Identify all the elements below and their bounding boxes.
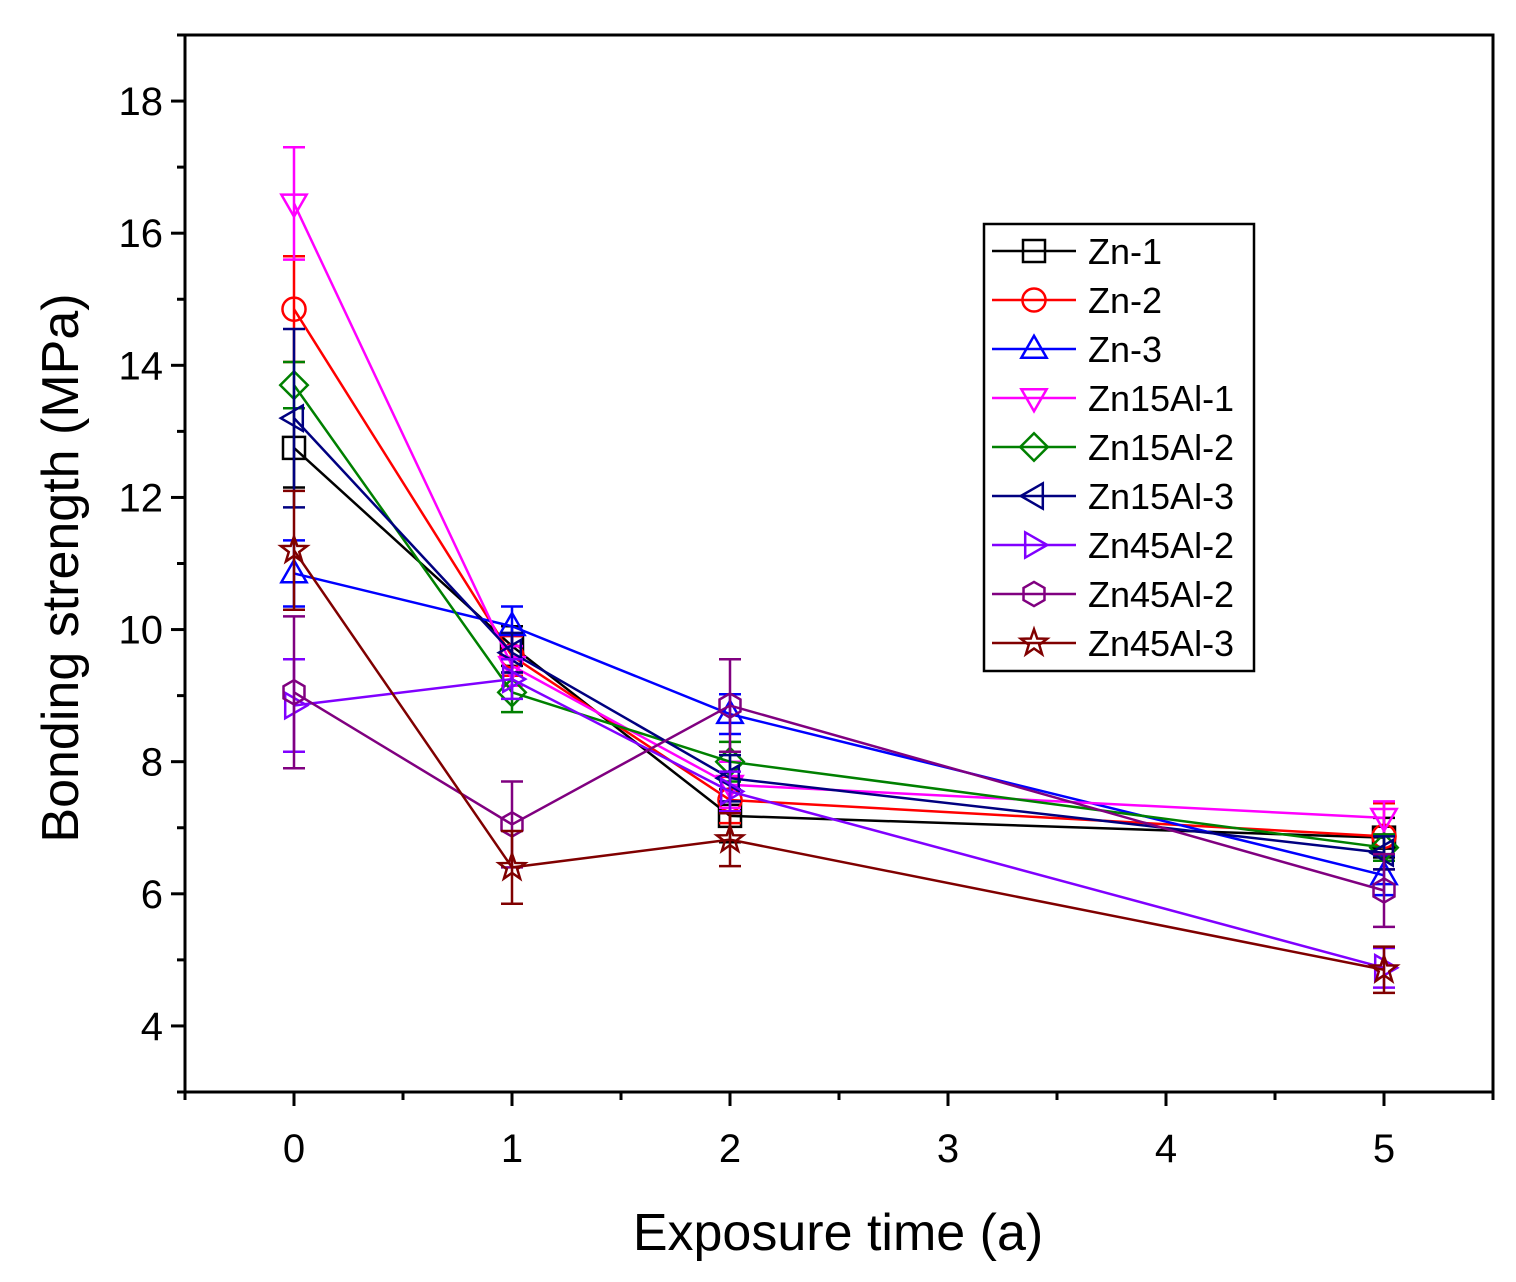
series-line [292, 202, 1385, 820]
data-point [278, 403, 305, 433]
data-point [283, 690, 310, 721]
data-point [718, 691, 742, 720]
legend-label: Zn45Al-2 [1088, 525, 1234, 566]
legend-label: Zn45Al-2 [1088, 574, 1234, 615]
legend-marker [1017, 625, 1051, 658]
data-point [282, 678, 306, 706]
legend-item-9: Zn45Al-3 [992, 623, 1234, 664]
series-line [293, 691, 1385, 892]
legend-item-8: Zn45Al-2 [992, 574, 1234, 615]
data-point [501, 664, 528, 694]
x-axis: 0 1 2 3 4 5 [183, 1092, 1495, 1171]
legend-item-4: Zn15Al-1 [992, 378, 1234, 419]
legend: Zn-1 Zn-2 Zn-3 Zn15Al-1 Zn15Al-2 Zn15Al-3 Zn45… [982, 222, 1256, 673]
x-tick-label-5: 5 [1373, 1127, 1395, 1171]
series-8-zn45al-2 [282, 615, 1396, 929]
legend-marker [1019, 387, 1049, 414]
plot-frame [183, 33, 1495, 1094]
y-tick-label-8: 8 [141, 741, 163, 785]
x-tick-label-1: 1 [501, 1127, 523, 1171]
data-point [277, 532, 311, 565]
series-line [293, 677, 1385, 970]
legend-item-7: Zn45Al-2 [992, 525, 1234, 566]
series-line [292, 384, 1385, 849]
legend-marker [1022, 580, 1046, 608]
legend-marker [1018, 431, 1050, 463]
y-axis-title: Bonding strength (MPa) [32, 293, 90, 842]
legend-item-5: Zn15Al-2 [992, 427, 1234, 468]
series-line [292, 549, 1385, 972]
data-point [1367, 952, 1401, 984]
legend-label: Zn15Al-1 [1088, 378, 1234, 419]
x-axis-title: Exposure time (a) [633, 1204, 1043, 1262]
data-point [713, 822, 747, 854]
series-line [293, 417, 1385, 855]
data-point [279, 193, 309, 220]
y-tick-label-6: 6 [141, 873, 163, 917]
data-point [719, 776, 746, 807]
y-tick-label-12: 12 [119, 476, 164, 520]
plot-area [183, 33, 1495, 1094]
data-point [1372, 876, 1396, 905]
data-point [281, 296, 307, 322]
y-axis: 4 6 8 10 12 14 16 18 [119, 33, 185, 1094]
x-tick-label-2: 2 [719, 1127, 741, 1171]
data-point [1368, 838, 1395, 868]
y-tick-label-18: 18 [119, 80, 164, 124]
legend-marker [1019, 333, 1049, 360]
legend-label: Zn-1 [1088, 231, 1162, 272]
legend-label: Zn45Al-3 [1088, 623, 1234, 664]
legend-marker [1023, 530, 1050, 560]
legend-item-6: Zn15Al-3 [992, 476, 1234, 517]
legend-item-1: Zn-1 [992, 231, 1162, 272]
legend-marker [1018, 481, 1045, 511]
legend-label: Zn-2 [1088, 280, 1162, 321]
series-9-zn45al-3 [277, 489, 1401, 995]
legend-label: Zn-3 [1088, 329, 1162, 370]
legend-marker [1021, 287, 1047, 313]
legend-label: Zn15Al-2 [1088, 427, 1234, 468]
y-tick-label-16: 16 [119, 212, 164, 256]
data-point [1369, 807, 1399, 834]
series-line [293, 572, 1385, 877]
legend-item-2: Zn-2 [992, 280, 1162, 321]
legend-item-3: Zn-3 [992, 329, 1162, 370]
x-tick-label-0: 0 [283, 1127, 305, 1171]
legend-marker [1021, 238, 1047, 264]
data-point [495, 849, 529, 882]
y-tick-label-10: 10 [119, 609, 164, 653]
legend-label: Zn15Al-3 [1088, 476, 1234, 517]
y-tick-label-4: 4 [141, 1005, 163, 1049]
series-line [293, 446, 1385, 839]
x-tick-label-3: 3 [937, 1127, 959, 1171]
y-tick-label-14: 14 [119, 344, 164, 388]
x-tick-label-4: 4 [1155, 1127, 1177, 1171]
